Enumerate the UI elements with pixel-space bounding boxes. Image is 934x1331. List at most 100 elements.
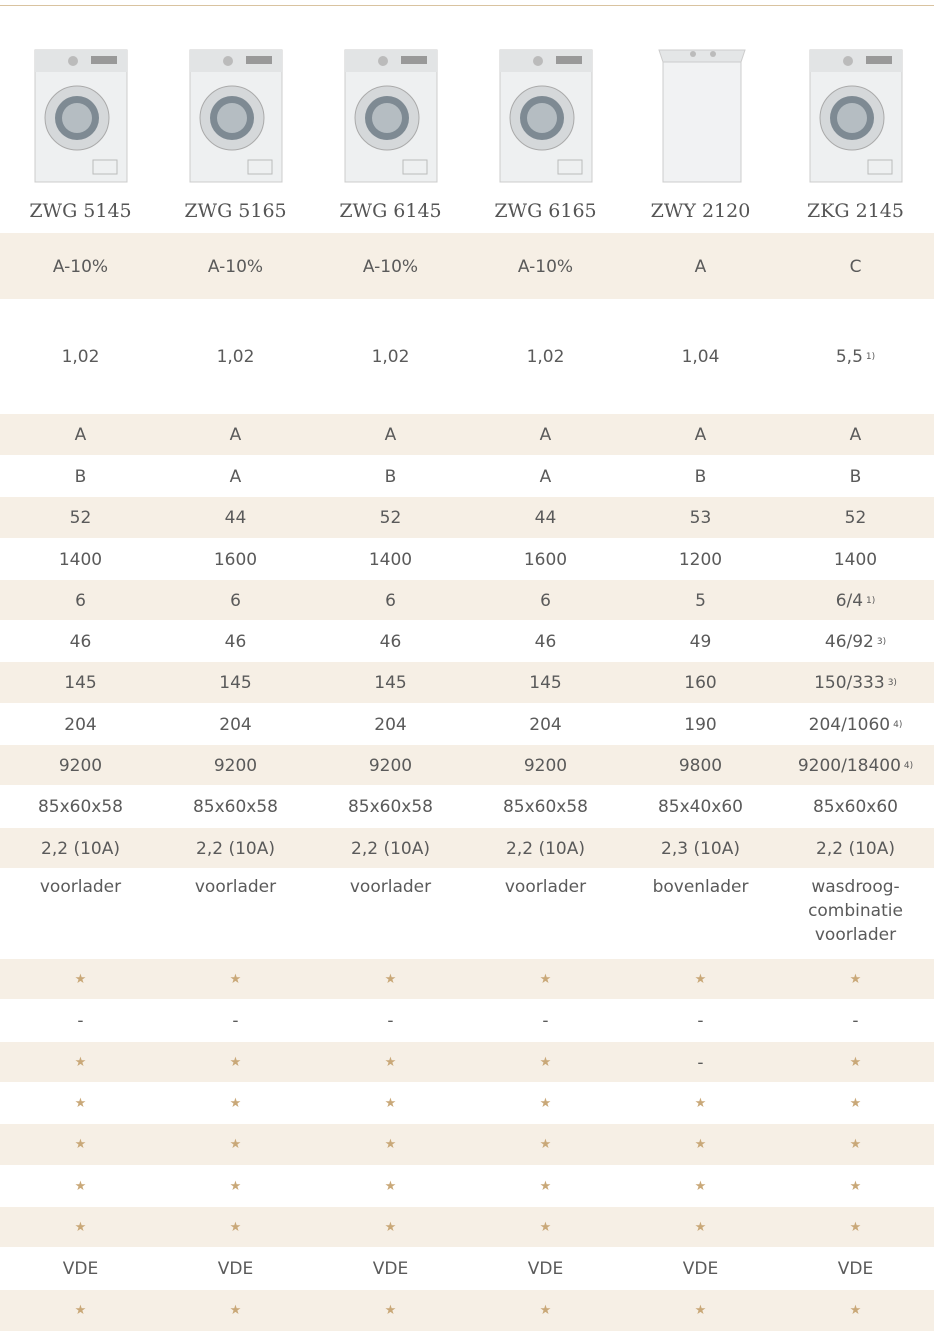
table-cell: 44 [468,497,623,539]
table-row: ★★★★★★ [0,1123,934,1166]
cell-text: ★ [540,1299,552,1323]
table-cell: 145 [3,662,158,704]
top-rule [0,5,934,6]
cell-text: voorlader [505,875,586,899]
table-cell: A [3,414,158,456]
cell-text: ★ [75,1051,87,1075]
cell-text: voorlader [195,875,276,899]
cell-text: 2,2 (10A) [506,837,585,861]
cell-text: A-10% [518,255,573,279]
footnote-ref: 4) [904,754,913,778]
table-cell: A [313,414,468,456]
table-cell: ★ [623,1290,778,1331]
cell-text: 6 [385,589,396,613]
cell-text: A [385,423,397,447]
table-cell: ★ [623,959,778,1000]
table-cell: 1,02 [313,300,468,414]
cell-text: ★ [75,968,87,992]
table-cell: VDE [623,1248,778,1290]
table-cell: voorlader [3,869,158,959]
cell-text: B [75,465,87,489]
table-cell: 46 [313,621,468,662]
cell-text: C [850,255,862,279]
cell-text: ★ [850,1051,862,1075]
cell-text: ★ [850,1092,862,1116]
table-row: ★★★★★★ [0,1289,934,1331]
table-cell: - [468,1000,623,1042]
footnote-ref: 1) [866,589,875,613]
table-cell: 9200 [313,745,468,786]
cell-text: ★ [385,1299,397,1323]
table-cell: ★ [468,959,623,1000]
table-cell: VDE [313,1248,468,1290]
table-cell: 1200 [623,539,778,580]
table-cell: 204 [468,704,623,745]
cell-text: 145 [529,671,561,695]
table-cell: VDE [158,1248,313,1290]
cell-text: ★ [230,1216,242,1240]
product-image [623,40,778,192]
table-cell: - [3,1000,158,1042]
cell-text: ★ [540,968,552,992]
table-cell: 85x60x58 [3,786,158,828]
table-cell: - [623,1042,778,1083]
table-cell: A [468,414,623,456]
table-cell: ★ [313,1207,468,1248]
cell-text: A-10% [363,255,418,279]
cell-text: bovenlader [653,875,749,899]
product-name: ZWG 6145 [313,200,468,222]
table-cell: ★ [623,1124,778,1166]
cell-text: 9800 [679,754,722,778]
cell-text: A [540,423,552,447]
table-cell: ★ [468,1042,623,1083]
cell-text: voorlader [40,875,121,899]
cell-text: 44 [535,506,557,530]
cell-text: 6 [230,589,241,613]
product-name: ZWG 5145 [3,200,158,222]
cell-text: A [695,255,707,279]
table-cell: 1,02 [468,300,623,414]
cell-text: 145 [219,671,251,695]
table-cell: 9200 [468,745,623,786]
cell-text: VDE [528,1257,563,1281]
table-cell: ★ [158,1124,313,1166]
product-image [158,40,313,192]
table-cell: A [778,414,933,456]
cell-text: 85x60x58 [503,795,588,819]
table-cell: 1600 [468,539,623,580]
cell-text: ★ [385,1216,397,1240]
table-cell: 2,2 (10A) [313,828,468,869]
cell-text: ★ [75,1175,87,1199]
table-cell: 1,02 [3,300,158,414]
table-cell: ★ [158,1166,313,1207]
table-cell: 85x60x60 [778,786,933,828]
cell-text: ★ [850,1216,862,1240]
table-cell: ★ [3,1124,158,1166]
table-cell: 46 [468,621,623,662]
cell-text: ★ [540,1051,552,1075]
cell-text: VDE [373,1257,408,1281]
table-cell: - [158,1000,313,1042]
table-cell: ★ [3,959,158,1000]
table-cell: 9800 [623,745,778,786]
table-cell: B [313,456,468,497]
cell-text: ★ [230,1051,242,1075]
cell-text: ★ [540,1133,552,1157]
cell-text: ★ [230,968,242,992]
table-cell: ★ [778,1207,933,1248]
table-cell: 52 [778,497,933,539]
table-cell: ★ [778,1083,933,1124]
cell-text: 1,02 [217,345,255,369]
cell-text: 204/1060 [809,713,890,737]
cell-text: ★ [75,1216,87,1240]
cell-text: 1,04 [682,345,720,369]
cell-text: 53 [690,506,712,530]
